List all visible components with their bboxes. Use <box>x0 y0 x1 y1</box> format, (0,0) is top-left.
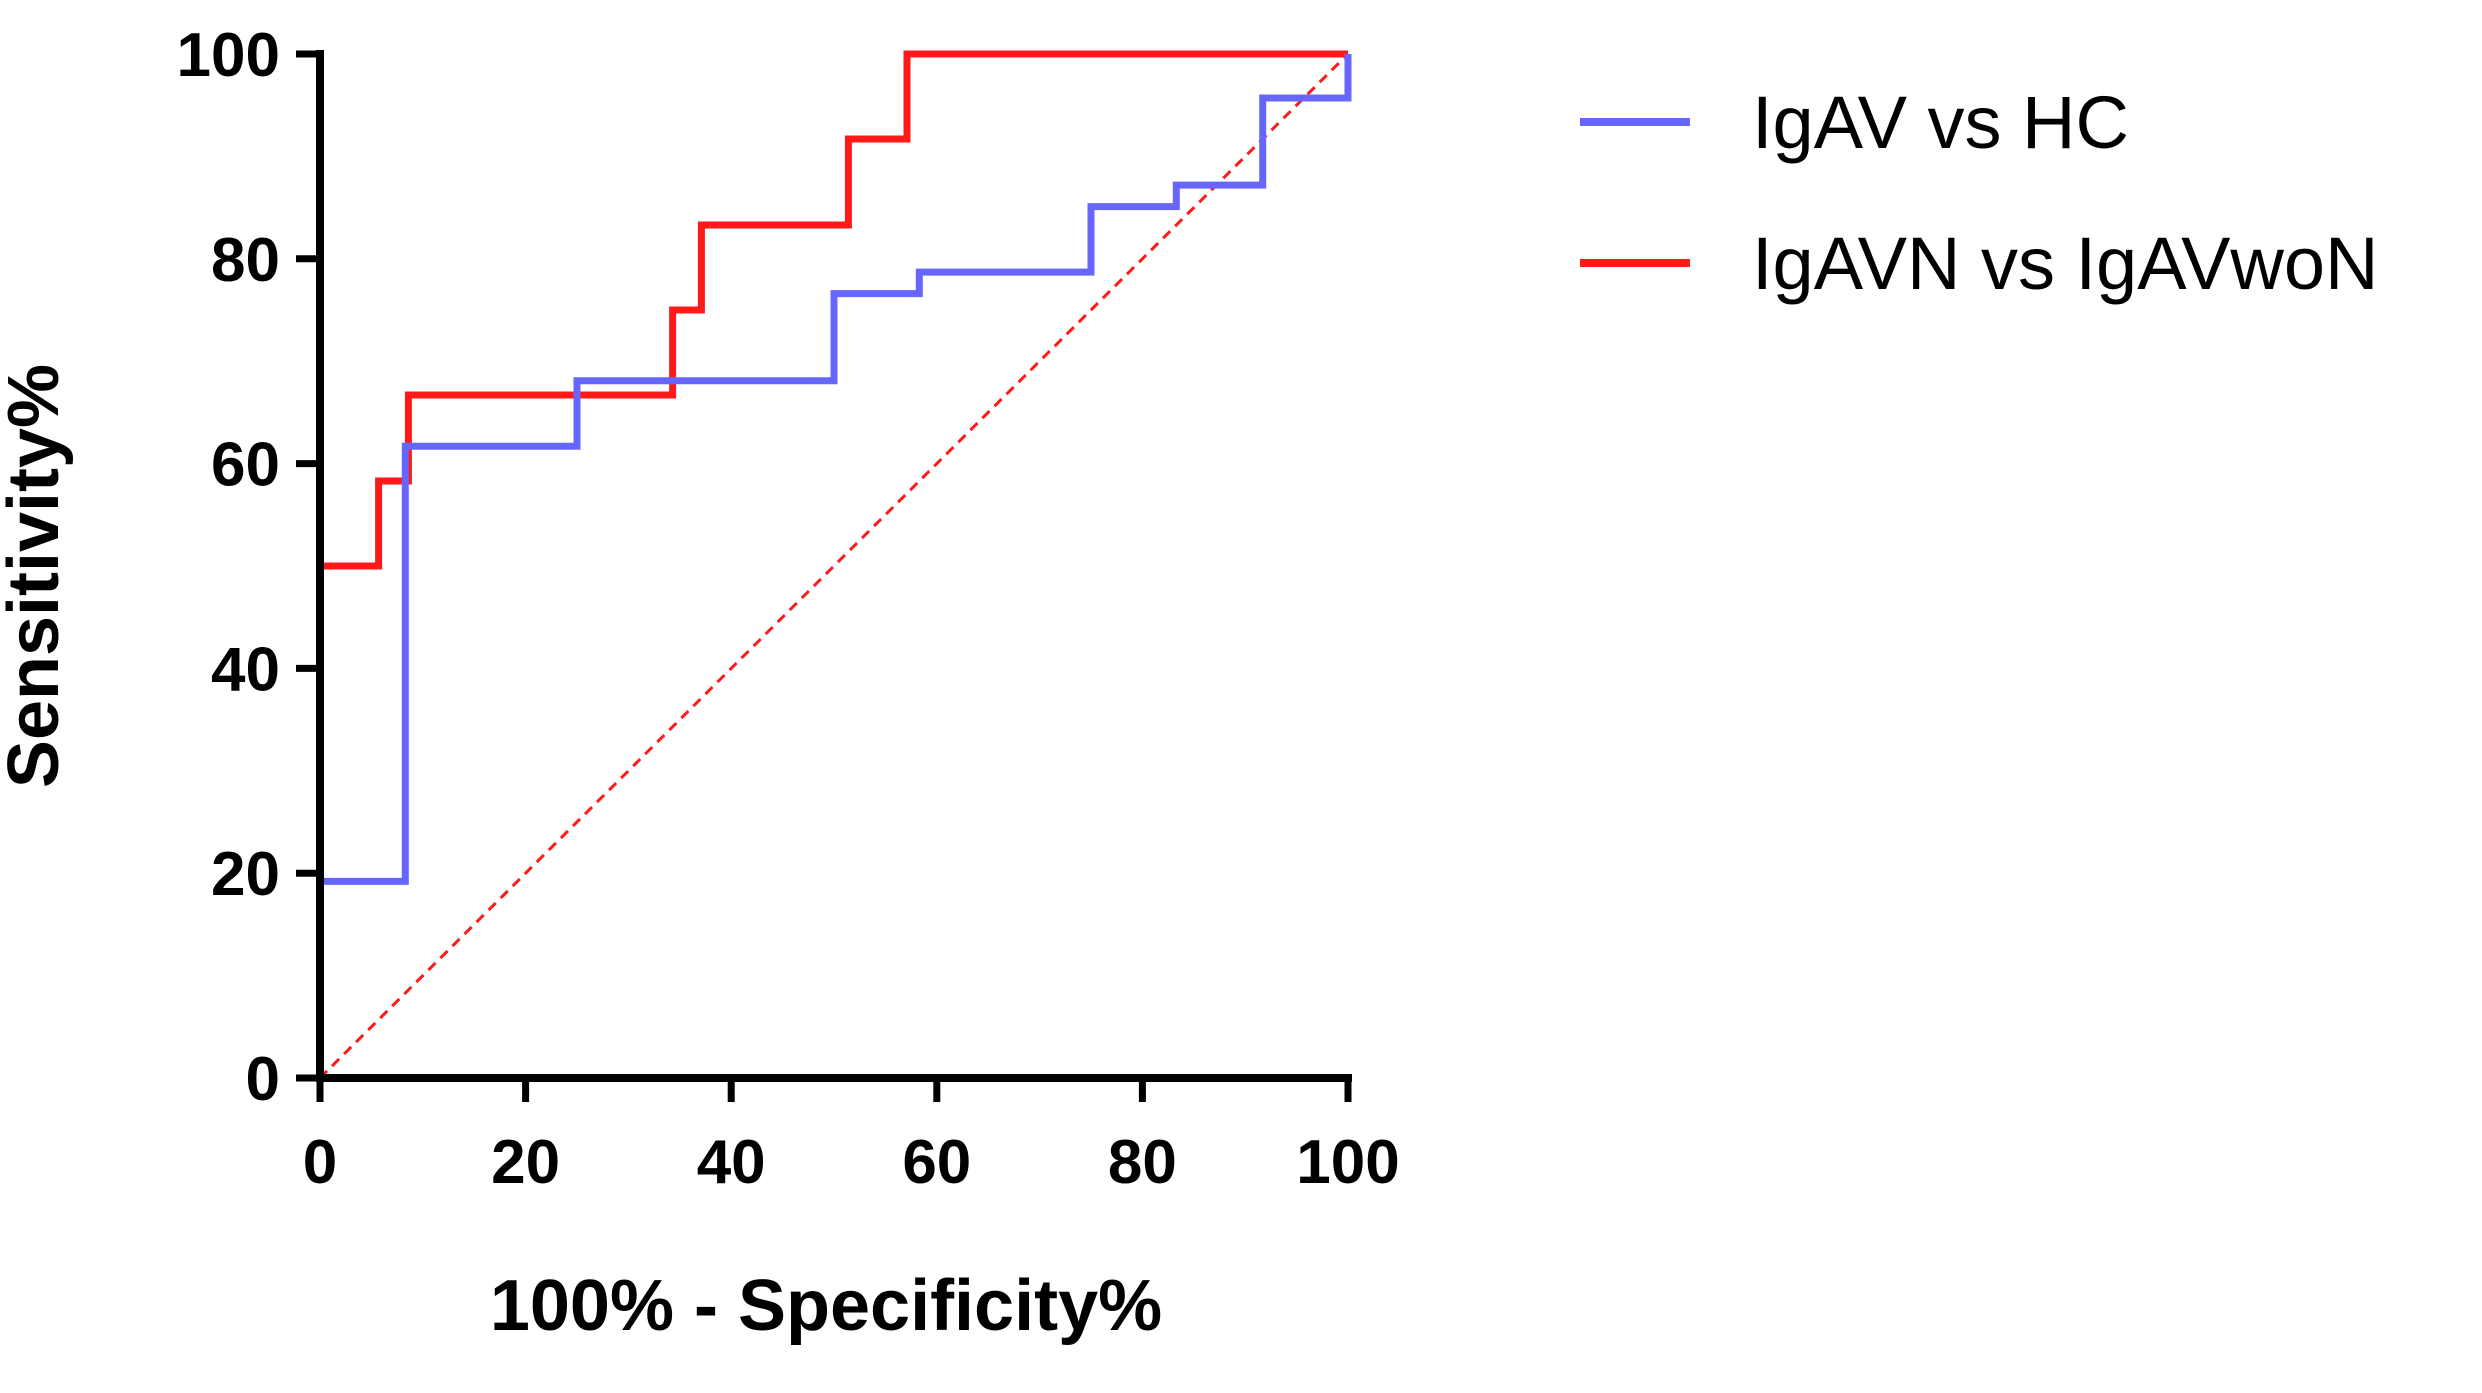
x-tick-label: 40 <box>697 1128 766 1197</box>
legend-label: IgAVN vs IgAVwoN <box>1752 222 2378 305</box>
plot-area <box>316 50 1352 1080</box>
x-axis-ticks: 0 20 40 60 80 100 <box>303 1078 1400 1197</box>
legend: IgAV vs HC IgAVN vs IgAVwoN <box>1580 81 2378 305</box>
legend-label: IgAV vs HC <box>1752 81 2129 164</box>
series-line-reference <box>318 52 1350 1080</box>
y-axis-title: Sensitivity% <box>0 364 74 788</box>
y-tick-label: 0 <box>246 1045 280 1114</box>
x-tick-label: 80 <box>1108 1128 1177 1197</box>
y-tick-label: 80 <box>211 226 280 295</box>
axes: 0 20 40 60 80 100 0 20 40 60 80 100 <box>177 21 1400 1197</box>
y-tick-label: 60 <box>211 431 280 500</box>
x-tick-label: 100 <box>1296 1128 1399 1197</box>
series-line-igavn-vs-igavwon <box>316 50 1348 1078</box>
y-tick-label: 100 <box>177 21 280 90</box>
series-line-igav-vs-hc <box>316 54 1352 1078</box>
x-tick-label: 0 <box>303 1128 337 1197</box>
x-tick-label: 60 <box>902 1128 971 1197</box>
x-axis-title: 100% - Specificity% <box>490 1266 1162 1346</box>
x-tick-label: 20 <box>491 1128 560 1197</box>
y-tick-label: 20 <box>211 840 280 909</box>
y-tick-label: 40 <box>211 635 280 704</box>
y-axis-ticks: 0 20 40 60 80 100 <box>177 21 320 1114</box>
